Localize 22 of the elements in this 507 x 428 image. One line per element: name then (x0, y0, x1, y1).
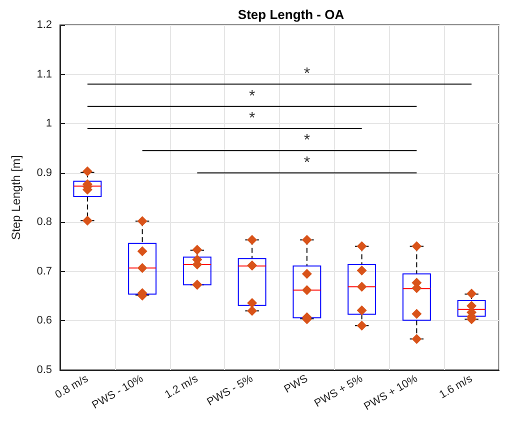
annotation: * (248, 88, 256, 105)
y-tick-label: 0.7 (36, 265, 52, 278)
y-tick-label: 0.9 (36, 166, 52, 179)
x-tick-label: 1.2 m/s (162, 372, 201, 402)
y-tick-label: 1.1 (36, 68, 52, 80)
x-tick-label: 1.6 m/s (437, 372, 475, 402)
x-tick-label: PWS - 10% (90, 372, 146, 412)
annotation: * (304, 154, 310, 172)
chart-title: Step Length - OA (238, 7, 345, 22)
y-tick-label: 0.5 (36, 364, 52, 376)
y-tick-label: 0.8 (36, 216, 52, 228)
x-tick-label: PWS - 5% (205, 372, 256, 409)
x-tick-label: PWS + 10% (362, 372, 420, 413)
annotation: * (304, 132, 310, 150)
y-axis-title: Step Length [m] (9, 155, 23, 240)
annotation: * (248, 110, 256, 127)
y-tick-label: 0.6 (36, 314, 52, 327)
y-tick-label: 1.2 (36, 19, 52, 31)
x-tick-label: PWS (282, 372, 310, 396)
y-tick-label: 1 (46, 118, 52, 130)
annotation: * (304, 66, 310, 83)
x-tick-label: 0.8 m/s (53, 372, 91, 402)
